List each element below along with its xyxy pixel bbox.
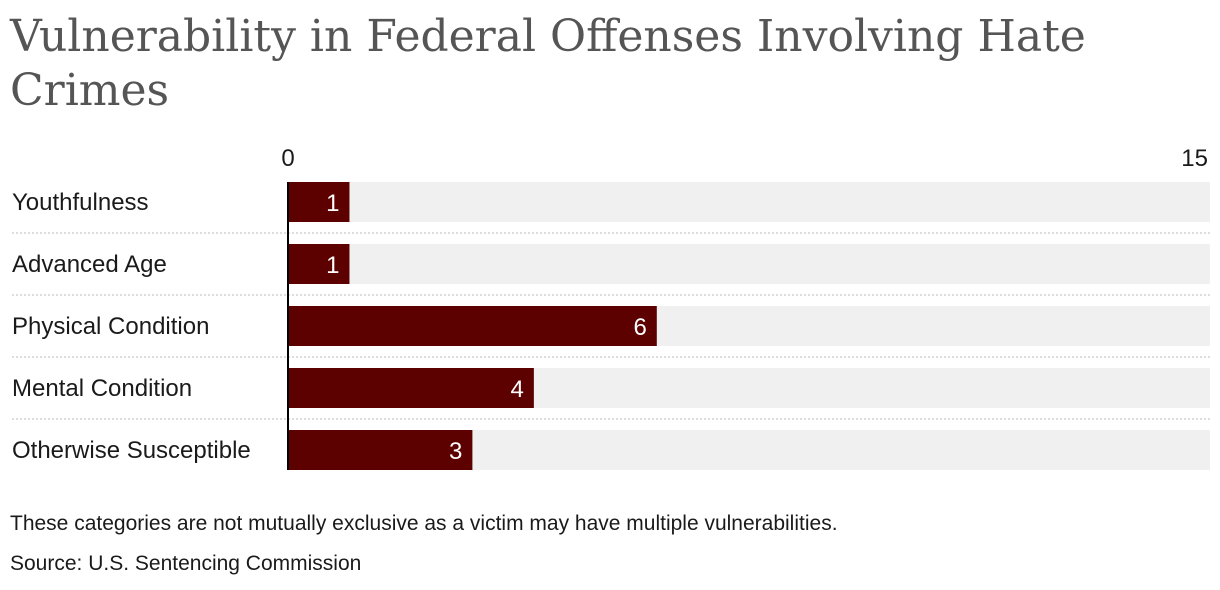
bar-value-label: 3 [449, 438, 462, 465]
category-label: Advanced Age [12, 251, 167, 278]
bar-value-label: 1 [326, 190, 339, 217]
chart-note: These categories are not mutually exclus… [10, 512, 838, 535]
category-label: Mental Condition [12, 375, 192, 402]
category-label: Youthfulness [12, 189, 149, 216]
chart-source: Source: U.S. Sentencing Commission [10, 552, 362, 575]
bar-value-label: 4 [511, 376, 524, 403]
bar-track [288, 182, 1210, 222]
bar [288, 244, 350, 284]
bar-track [288, 244, 1210, 284]
chart-title: Vulnerability in Federal Offenses Involv… [10, 11, 1086, 116]
bar-value-label: 1 [326, 252, 339, 279]
x-axis-tick-label: 15 [1181, 145, 1208, 172]
bar [288, 430, 473, 470]
category-label: Otherwise Susceptible [12, 437, 251, 464]
bar-value-label: 6 [633, 314, 646, 341]
x-axis-tick-label: 0 [281, 145, 294, 172]
bar [288, 182, 350, 222]
bar [288, 306, 657, 346]
category-label: Physical Condition [12, 313, 209, 340]
bar [288, 368, 534, 408]
